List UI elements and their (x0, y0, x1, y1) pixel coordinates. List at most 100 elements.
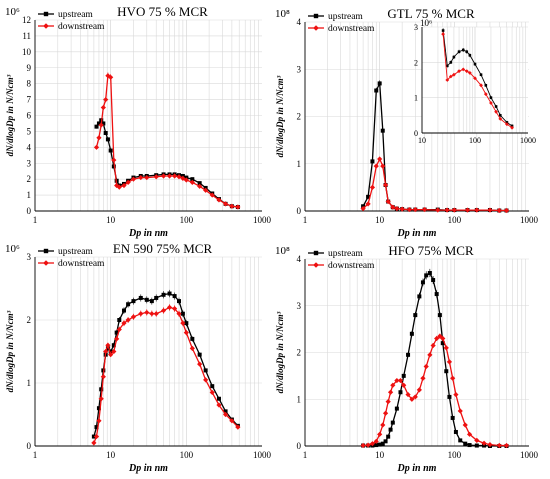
data-point (360, 206, 366, 212)
data-point (450, 415, 455, 420)
x-tick-label: 1000 (520, 450, 539, 460)
data-point (114, 330, 119, 335)
data-point (440, 335, 446, 342)
data-point (468, 53, 472, 57)
data-point (183, 330, 189, 336)
data-point (382, 182, 389, 188)
series-line (442, 30, 513, 127)
data-point (365, 201, 371, 207)
data-point (434, 292, 439, 297)
x-tick-label: 1 (303, 450, 308, 460)
data-point (510, 125, 514, 130)
data-point (370, 159, 375, 164)
x-tick-label: 100 (469, 136, 481, 145)
data-point (430, 342, 436, 349)
x-tick-label: 10 (418, 136, 426, 145)
axis-exponent-label: 10⁶ (5, 6, 20, 18)
data-point (458, 438, 463, 443)
data-point (216, 197, 222, 203)
data-point (503, 207, 510, 214)
data-point (172, 173, 178, 179)
y-tick-label: 12 (22, 15, 31, 25)
legend-label: downstream (58, 259, 105, 269)
data-point (450, 375, 456, 381)
data-point (479, 83, 483, 88)
data-point (437, 333, 443, 339)
data-point (449, 61, 453, 64)
data-point (398, 390, 403, 395)
data-point (461, 48, 465, 52)
data-point (121, 320, 127, 326)
data-point (116, 184, 122, 190)
legend-label: downstream (328, 261, 375, 271)
y-tick-label: 8 (27, 79, 32, 89)
data-point (176, 174, 182, 180)
data-point (385, 198, 391, 205)
series-downstream (360, 156, 510, 214)
data-point (138, 174, 144, 181)
data-point (380, 441, 385, 446)
data-point (197, 352, 202, 357)
data-point (103, 96, 109, 103)
data-point (160, 173, 167, 179)
data-point (197, 183, 203, 189)
data-point (445, 78, 450, 82)
data-point (222, 201, 229, 207)
data-point (406, 352, 411, 357)
data-point (441, 32, 445, 36)
data-point (203, 377, 209, 383)
data-point (210, 384, 215, 389)
data-point (103, 348, 109, 355)
x-tick-label: 100 (180, 450, 194, 460)
data-point (380, 128, 385, 133)
data-point (94, 124, 99, 129)
y-tick-label: 2 (414, 58, 418, 67)
y-tick-label: 1 (297, 159, 302, 169)
data-point (416, 387, 422, 393)
y-tick-label: 11 (22, 31, 31, 41)
data-point (479, 73, 483, 76)
data-point (498, 116, 503, 121)
legend-marker (43, 23, 49, 29)
data-point (209, 389, 215, 396)
data-point (467, 443, 472, 448)
data-point (121, 308, 126, 313)
data-point (457, 50, 461, 54)
data-point (390, 204, 396, 210)
y-axis-label: dN/dlogDp in N/Ncm³ (5, 310, 15, 392)
data-point (172, 294, 177, 299)
x-tick-label: 1000 (253, 450, 272, 460)
y-tick-label: 0 (297, 206, 302, 216)
data-point (380, 422, 386, 428)
data-point (386, 434, 391, 439)
data-point (445, 64, 449, 68)
data-point (144, 297, 149, 302)
data-point (93, 144, 100, 150)
data-point (380, 163, 386, 169)
data-point (190, 336, 195, 341)
data-point (222, 411, 229, 418)
x-tick-label: 1000 (520, 136, 536, 145)
x-tick-label: 1 (303, 215, 308, 225)
data-point (440, 341, 445, 346)
chart-title: EN 590 75% MCR (113, 241, 213, 256)
data-point (489, 101, 493, 105)
axis-exponent-label: 10⁶ (5, 243, 20, 255)
data-point (153, 311, 159, 317)
data-point (203, 187, 209, 193)
data-point (505, 122, 509, 127)
legend-marker (313, 262, 319, 268)
data-point (111, 348, 117, 355)
y-tick-label: 2 (297, 112, 302, 122)
data-point (108, 148, 113, 153)
x-tick-label: 1000 (253, 215, 272, 225)
data-point (483, 92, 488, 97)
data-point (161, 292, 166, 297)
y-tick-label: 10 (22, 47, 32, 57)
y-tick-label: 2 (27, 315, 32, 325)
data-point (111, 164, 116, 169)
data-point (448, 74, 453, 79)
chart-title: HFO 75% MCR (388, 243, 474, 258)
data-point (114, 336, 120, 342)
